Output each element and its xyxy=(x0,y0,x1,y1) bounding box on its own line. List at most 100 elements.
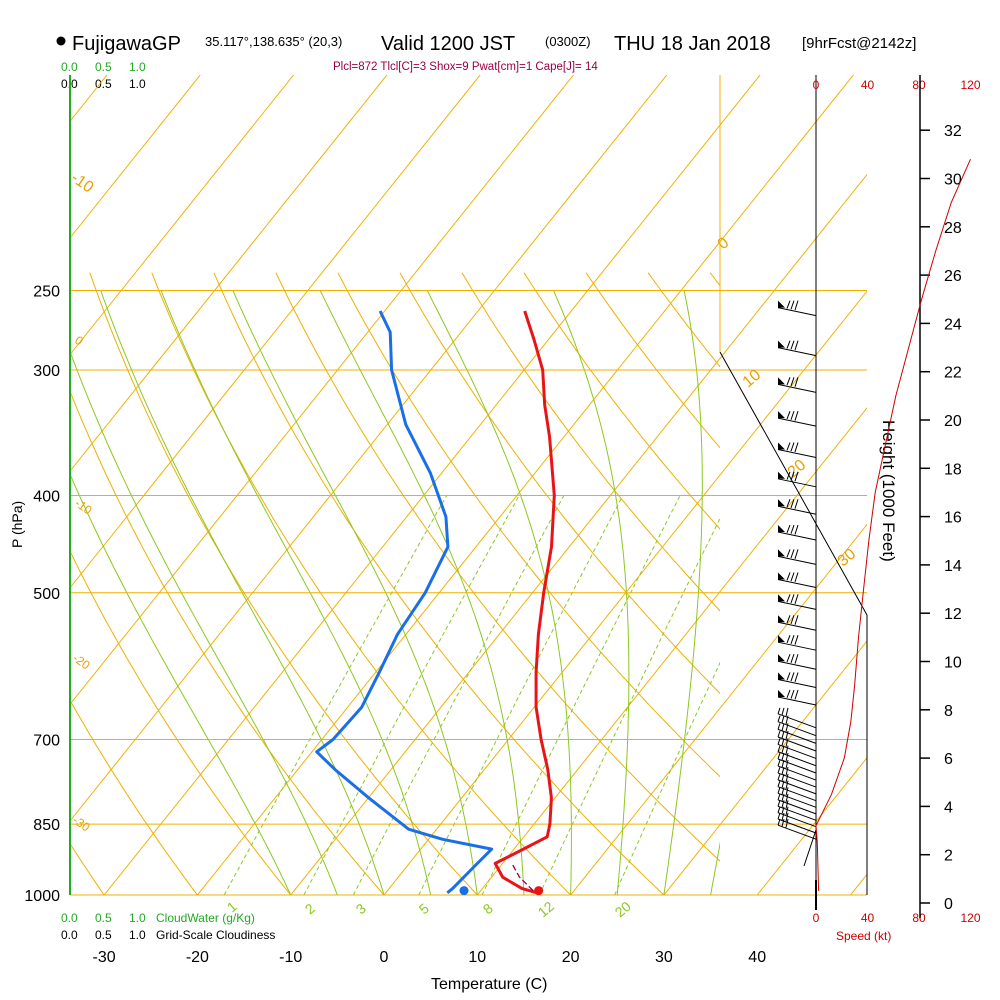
wind-barb-flag xyxy=(781,812,785,821)
wind-barb-flag xyxy=(794,572,799,583)
wind-barb-flag xyxy=(786,689,791,698)
wind-barb-flag xyxy=(785,800,789,809)
temperature-tick-labels: -30 -20 -10 0 10 20 30 40 xyxy=(93,949,767,966)
wind-barb-shaft xyxy=(777,765,817,781)
speed-tick-label: 40 xyxy=(861,78,875,92)
wind-outline xyxy=(719,75,868,895)
wind-barb-flag xyxy=(781,715,785,724)
pressure-tick-label: 500 xyxy=(33,586,60,603)
speed-tick-label: 80 xyxy=(912,911,926,925)
wind-barb-pennant xyxy=(778,377,785,385)
wind-barb-flag xyxy=(786,549,791,558)
cloud-water-label: CloudWater (g/Kg) xyxy=(156,911,255,925)
dry-adiabat xyxy=(89,272,478,895)
isotherm-line xyxy=(70,75,574,706)
wind-barb-flag xyxy=(777,787,781,794)
wind-barb-shaft xyxy=(777,578,817,588)
wind-barb-shaft xyxy=(777,818,817,834)
dry-adiabat xyxy=(70,699,199,895)
wind-barb-flag xyxy=(790,340,795,350)
wind-barb-flag xyxy=(785,812,789,822)
station-name: FujigawaGP xyxy=(72,33,181,55)
wind-barb-flag xyxy=(785,730,789,740)
wind-barb-flag xyxy=(786,410,791,420)
wind-barb-flag xyxy=(785,745,789,755)
wind-barb-flag xyxy=(785,773,789,783)
cloudiness-scale-label: 0.0 xyxy=(61,928,78,942)
parcel-profile xyxy=(511,863,534,892)
wind-barb-pennant xyxy=(778,689,785,697)
wind-barb-flag xyxy=(777,819,781,826)
wind-barb-flag xyxy=(786,572,791,581)
wind-barb-shaft xyxy=(777,812,817,828)
wind-barb-pennant xyxy=(778,635,785,643)
wind-barb-pennant xyxy=(778,549,785,557)
wind-panel xyxy=(719,75,868,910)
wind-barb-shaft xyxy=(777,751,817,767)
dry-adiabat xyxy=(461,272,720,612)
wind-barb-flag xyxy=(785,752,789,762)
cloudiness-scale-label: 1.0 xyxy=(129,77,146,91)
wind-barb-flag xyxy=(790,442,795,452)
wind-barb-flag xyxy=(777,730,781,738)
wind-barb-flag xyxy=(781,800,785,808)
pressure-axis-label: P (hPa) xyxy=(9,501,25,548)
height-tick-label: 16 xyxy=(944,510,962,527)
wind-barb-shaft xyxy=(777,799,817,815)
wind-barb-flag xyxy=(777,773,781,781)
height-tick-label: 20 xyxy=(944,413,962,430)
speed-tick-label: 120 xyxy=(960,78,980,92)
pressure-tick-label: 300 xyxy=(33,363,60,380)
wind-barb-flag xyxy=(794,549,799,559)
wind-barb-shaft xyxy=(777,347,817,357)
wind-speed-curve xyxy=(815,158,971,891)
wind-barb-pennant xyxy=(778,340,785,348)
wind-barb-flag xyxy=(790,635,795,644)
wind-barb-flag xyxy=(790,549,795,559)
wind-barb-shaft xyxy=(777,772,817,788)
moist-adiabat xyxy=(553,290,630,895)
valid-date: THU 18 Jan 2018 xyxy=(614,33,771,55)
wind-barb-flag xyxy=(785,738,789,747)
wind-barb-flag xyxy=(790,672,795,682)
isobar-lines xyxy=(70,290,867,896)
height-tick-label: 24 xyxy=(944,316,962,333)
cloud-scale-label: 1.0 xyxy=(129,911,146,925)
wind-barb-pennant xyxy=(778,499,785,507)
wind-barb-shaft xyxy=(777,478,817,488)
dry-adiabat xyxy=(337,272,720,778)
wind-barb-pennant xyxy=(778,594,785,602)
height-tick-label: 18 xyxy=(944,461,962,478)
dry-adiabat xyxy=(151,272,572,895)
wind-barb-flag xyxy=(794,689,799,700)
wind-barb-flag xyxy=(777,745,781,752)
speed-tick-label: 80 xyxy=(912,78,926,92)
wind-barb-flag xyxy=(781,773,785,782)
temperature-profile xyxy=(493,310,556,895)
moist-adiabat-lines xyxy=(70,290,720,895)
speed-tick-label: 40 xyxy=(861,911,875,925)
height-tick-label: 14 xyxy=(944,558,962,575)
valid-utc: (0300Z) xyxy=(545,34,591,49)
wind-barb-flag xyxy=(794,410,799,421)
wind-barb-pennant xyxy=(778,672,785,680)
wind-barb-flag xyxy=(777,800,781,807)
wind-barb-flag xyxy=(786,499,791,508)
wind-barb-pennant xyxy=(778,471,785,479)
valid-time: Valid 1200 JST xyxy=(381,33,515,55)
isotherm-line xyxy=(570,523,867,895)
wind-barb-flag xyxy=(785,806,789,816)
wind-barb-flag xyxy=(794,635,799,645)
wind-barb-flag xyxy=(786,442,791,451)
wind-barb-flag xyxy=(777,707,781,714)
cloudiness-scale-label: 0.5 xyxy=(95,928,112,942)
wind-barb-flag xyxy=(794,654,799,664)
wind-barb-pennant xyxy=(778,654,785,662)
wind-barb-shaft xyxy=(777,696,817,706)
pressure-tick-label: 700 xyxy=(33,732,60,749)
height-tick-label: 10 xyxy=(944,655,962,672)
wind-barb-flag xyxy=(781,793,785,802)
wind-barb-flag xyxy=(777,715,781,722)
height-tick-label: 4 xyxy=(944,799,953,816)
wind-barb-flag xyxy=(781,759,785,768)
